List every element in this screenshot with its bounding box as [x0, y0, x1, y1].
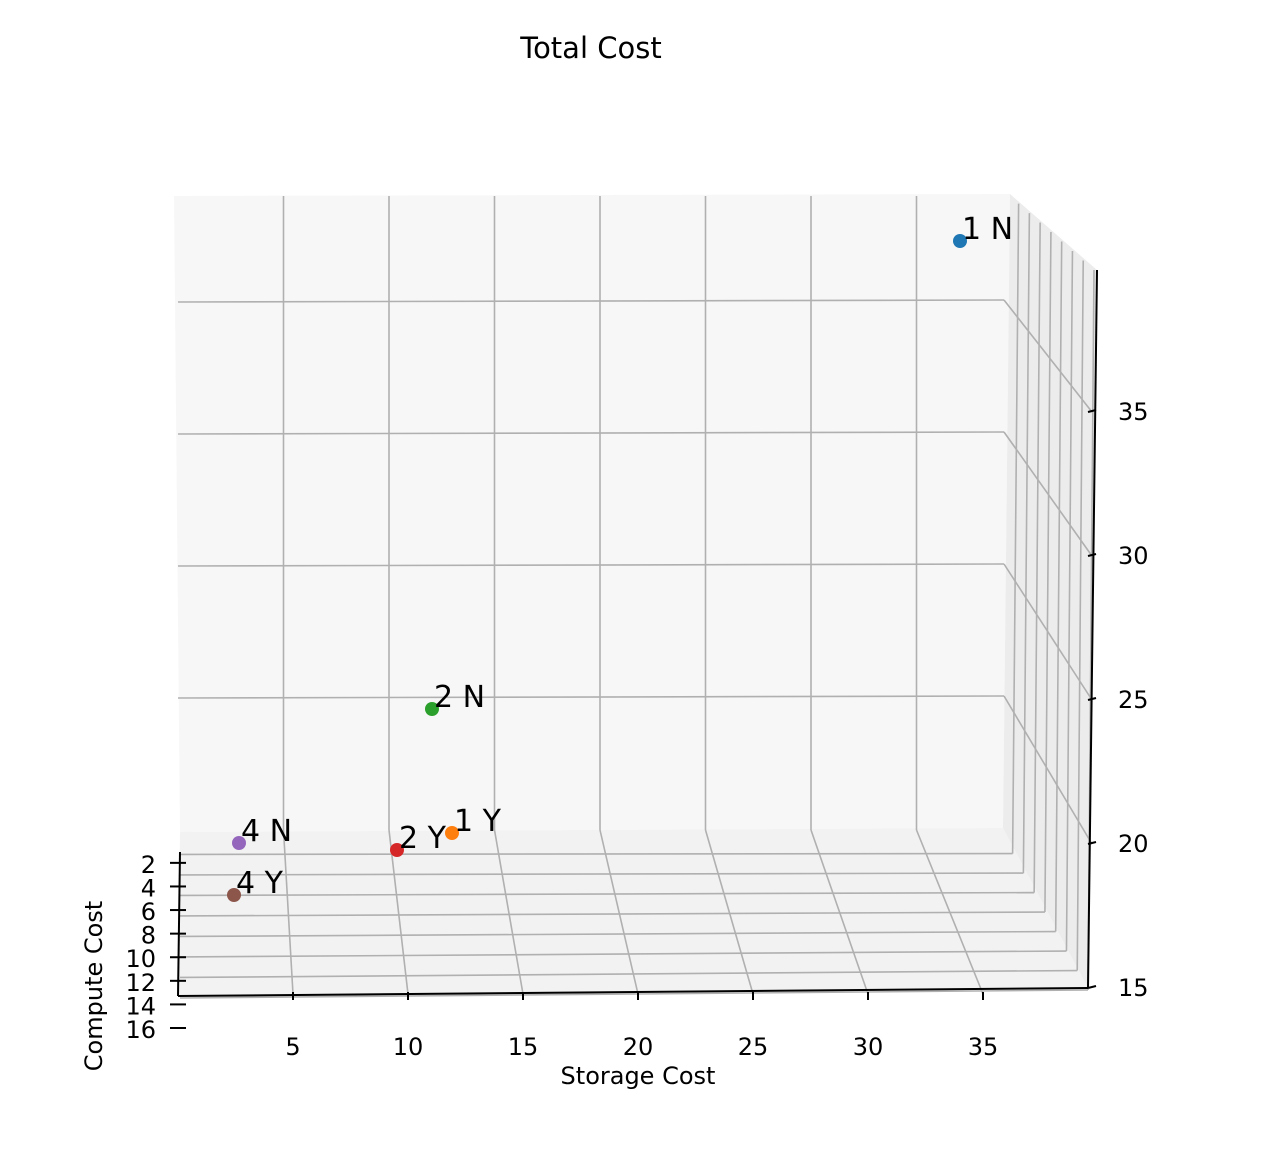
floor-pane	[178, 828, 1088, 996]
z-tick-label: 25	[1118, 686, 1149, 714]
grid-line-z-side	[1003, 695, 1093, 845]
grid-line-z	[177, 431, 1005, 435]
chart-title: Total Cost	[519, 31, 661, 65]
data-point	[425, 702, 439, 716]
x-tick-label: 20	[623, 1033, 654, 1061]
back-pane	[174, 194, 1010, 832]
x-tick-label: 35	[968, 1033, 999, 1061]
grid-line-x-floor	[282, 829, 294, 995]
grid-line-y	[179, 989, 1089, 999]
y-tick-label: 4	[141, 874, 156, 902]
z-tick-label: 20	[1118, 830, 1149, 858]
grid-line-y	[179, 950, 1067, 958]
y-axis-line	[177, 851, 181, 997]
grid-line-y-side	[1054, 241, 1063, 932]
z-tick-label: 35	[1118, 398, 1149, 426]
point-label: 1 N	[962, 212, 1013, 247]
grid-line-y	[179, 852, 1013, 856]
z-axis-line	[1087, 269, 1098, 989]
x-tick-label: 25	[738, 1033, 769, 1061]
x-axis-line	[177, 987, 1089, 997]
z-tick-mark	[1087, 985, 1097, 989]
grid-line-x-floor	[704, 829, 754, 995]
x-axis-label: Storage Cost	[561, 1062, 716, 1090]
y-tick-label: 12	[125, 969, 156, 997]
grid-line-y-side	[1065, 251, 1074, 952]
z-tick-label: 30	[1118, 542, 1149, 570]
grid-line-y	[179, 969, 1078, 979]
point-label: 2 Y	[399, 821, 447, 856]
data-points: 1 N 1 Y 2 N 2 Y 4 N 4 Y	[227, 212, 1013, 902]
data-point	[227, 888, 241, 902]
data-point	[390, 843, 404, 857]
grid-line-y	[179, 891, 1035, 897]
x-tick-label: 10	[393, 1033, 424, 1061]
grid-line-y	[179, 911, 1045, 917]
grid-line-x-floor	[388, 829, 409, 995]
axes	[170, 269, 1098, 1029]
grid-line-y-side	[1076, 260, 1085, 971]
grid-line-x-floor	[810, 829, 869, 995]
grid-line-y	[179, 930, 1056, 938]
grid-line-y-side	[1011, 203, 1020, 854]
grid-line-z	[177, 695, 1005, 699]
y-tick-label: 8	[141, 922, 156, 950]
grid-line-y-side	[1022, 213, 1031, 874]
x-tick-label: 30	[853, 1033, 884, 1061]
grid-line-x-floor	[493, 829, 524, 995]
z-tick-label: 15	[1118, 974, 1149, 1002]
z-tick-mark	[1087, 553, 1097, 557]
grid-line-z	[177, 299, 1005, 303]
point-label: 2 N	[434, 680, 485, 715]
side-pane	[1003, 194, 1097, 988]
grid-line-y	[179, 872, 1024, 876]
z-tick-mark	[1087, 697, 1097, 701]
data-point	[953, 234, 967, 248]
grid-line-y-side	[1044, 232, 1052, 913]
y-tick-label: 10	[125, 945, 156, 973]
point-label: 1 Y	[454, 804, 502, 839]
grid-lines	[177, 196, 1095, 999]
grid-line-x-floor	[599, 829, 639, 995]
x-tick-label: 5	[285, 1033, 300, 1061]
y-tick-label: 6	[141, 898, 156, 926]
x-tick-label: 15	[508, 1033, 539, 1061]
grid-line-y-side	[1033, 222, 1041, 893]
grid-line-z	[177, 563, 1005, 567]
z-tick-mark	[1087, 409, 1097, 413]
z-tick-mark	[1087, 841, 1097, 845]
point-label: 4 Y	[236, 866, 284, 901]
y-tick-label: 16	[125, 1016, 156, 1044]
y-axis-label: Compute Cost	[80, 901, 108, 1071]
data-point	[232, 836, 246, 850]
data-point	[445, 826, 459, 840]
grid-line-z-side	[1003, 299, 1093, 413]
point-label: 4 N	[241, 814, 292, 849]
y-tick-label: 14	[125, 992, 156, 1020]
y-tick-label: 2	[141, 851, 156, 879]
